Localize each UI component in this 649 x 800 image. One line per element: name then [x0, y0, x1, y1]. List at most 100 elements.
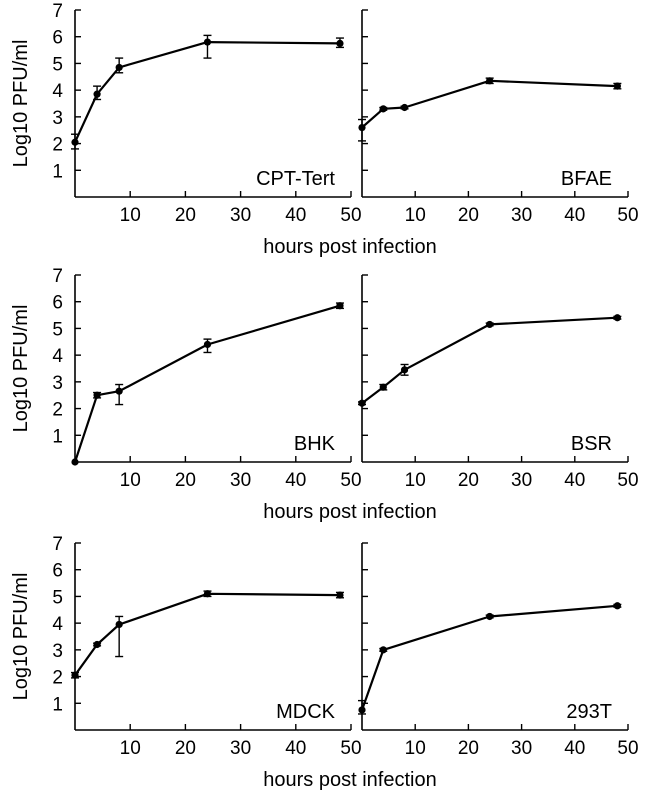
x-tick-label: 30	[230, 470, 251, 491]
y-tick-label: 6	[52, 28, 63, 49]
data-point	[115, 63, 123, 72]
data-point	[358, 706, 366, 714]
x-tick-label: 30	[230, 205, 251, 226]
y-tick-label: 5	[52, 319, 63, 340]
x-tick-label: 40	[564, 738, 585, 759]
y-tick-label: 1	[52, 426, 63, 447]
x-tick-label: 20	[175, 738, 196, 759]
x-axis-title: hours post infection	[263, 236, 436, 258]
x-tick-label: 10	[405, 205, 426, 226]
data-point	[400, 366, 409, 374]
series-line	[361, 316, 618, 405]
y-tick-label: 5	[52, 54, 63, 75]
data-point	[358, 123, 366, 132]
x-tick-label: 30	[511, 738, 532, 759]
data-point	[486, 612, 494, 621]
data-point	[613, 314, 621, 322]
data-point	[358, 399, 366, 407]
x-tick-label: 50	[617, 738, 638, 759]
x-axis-title: hours post infection	[263, 769, 436, 791]
y-tick-label: 6	[52, 561, 63, 582]
series-line	[360, 604, 618, 711]
x-tick-label: 50	[617, 205, 638, 226]
data-point	[336, 39, 344, 47]
data-point	[379, 383, 387, 391]
panel-label: 293T	[566, 701, 612, 723]
panel-label: MDCK	[276, 701, 336, 723]
data-point	[71, 671, 79, 679]
y-axis-title: Log10 PFU/ml	[10, 573, 32, 701]
data-point	[71, 458, 79, 466]
panel-label: BFAE	[561, 168, 612, 190]
x-tick-label: 50	[340, 738, 361, 759]
x-tick-label: 50	[617, 470, 638, 491]
data-point	[203, 38, 212, 46]
x-tick-label: 40	[285, 205, 306, 226]
x-tick-label: 20	[458, 205, 479, 226]
data-point	[379, 646, 387, 654]
y-tick-label: 1	[52, 161, 63, 182]
data-point	[336, 302, 344, 310]
data-point	[336, 591, 344, 599]
data-point	[486, 320, 494, 329]
x-tick-label: 20	[458, 738, 479, 759]
x-tick-label: 30	[230, 738, 251, 759]
y-tick-label: 3	[52, 108, 63, 129]
y-tick-label: 7	[52, 534, 63, 555]
x-tick-label: 40	[285, 470, 306, 491]
y-tick-label: 5	[52, 587, 63, 608]
y-tick-label: 6	[52, 293, 63, 314]
x-tick-label: 10	[405, 738, 426, 759]
x-tick-label: 20	[175, 205, 196, 226]
data-point	[486, 77, 494, 85]
panel-label: BSR	[571, 433, 612, 455]
y-tick-label: 7	[52, 1, 63, 22]
y-tick-label: 4	[52, 346, 63, 367]
data-point	[71, 138, 79, 146]
y-tick-label: 4	[52, 614, 63, 635]
x-axis-title: hours post infection	[263, 501, 436, 523]
data-point	[115, 387, 123, 395]
data-point	[115, 620, 123, 629]
x-tick-label: 10	[120, 470, 141, 491]
data-point	[203, 590, 212, 598]
y-tick-label: 4	[52, 81, 63, 102]
data-point	[93, 640, 101, 649]
y-tick-label: 2	[52, 668, 63, 689]
y-axis-title: Log10 PFU/ml	[10, 40, 32, 168]
data-point	[93, 391, 101, 399]
data-point	[613, 82, 621, 90]
data-point	[613, 602, 621, 610]
panel-label: CPT-Tert	[256, 168, 335, 190]
data-point	[400, 103, 409, 112]
series-line	[74, 592, 341, 676]
x-tick-label: 50	[340, 470, 361, 491]
data-point	[93, 90, 101, 98]
y-tick-label: 3	[52, 373, 63, 394]
x-tick-label: 50	[340, 205, 361, 226]
x-tick-label: 40	[564, 205, 585, 226]
x-tick-label: 40	[564, 470, 585, 491]
x-tick-label: 30	[511, 470, 532, 491]
y-tick-label: 7	[52, 266, 63, 287]
x-tick-label: 20	[458, 470, 479, 491]
data-point	[379, 105, 387, 113]
y-tick-label: 3	[52, 641, 63, 662]
x-tick-label: 10	[120, 738, 141, 759]
series-line	[361, 79, 618, 129]
panel-label: BHK	[294, 433, 336, 455]
y-axis-title: Log10 PFU/ml	[10, 305, 32, 433]
data-point	[203, 340, 212, 349]
y-tick-label: 2	[52, 135, 63, 156]
x-tick-label: 40	[285, 738, 306, 759]
x-tick-label: 10	[405, 470, 426, 491]
x-tick-label: 20	[175, 470, 196, 491]
y-tick-label: 1	[52, 694, 63, 715]
